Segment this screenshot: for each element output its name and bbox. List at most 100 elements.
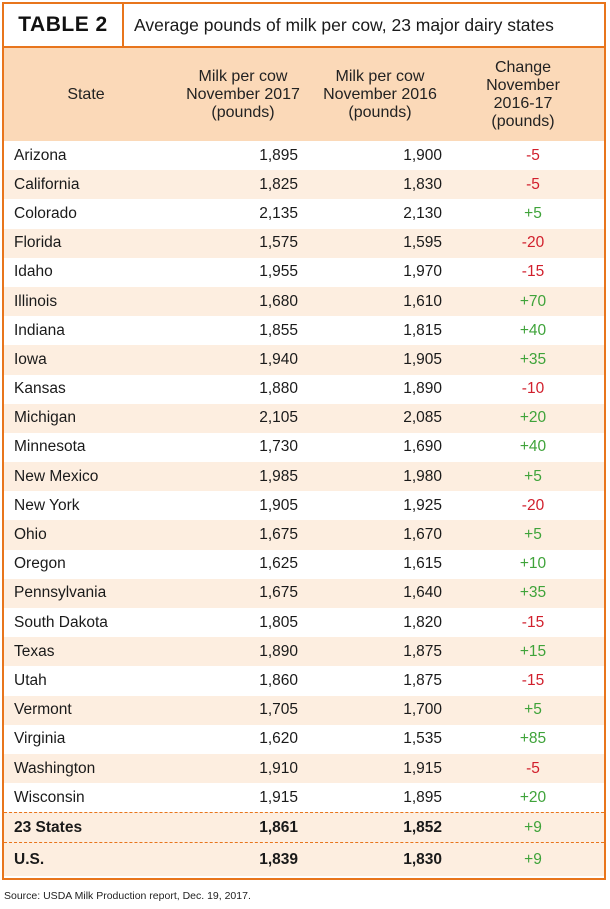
table-label: TABLE 2: [4, 4, 124, 46]
cell-2016: 2,085: [403, 409, 442, 427]
cell-change: -20: [521, 234, 545, 252]
cell-2016: 1,970: [403, 263, 442, 281]
cell-change: +85: [519, 730, 547, 748]
total-2016: 1,852: [403, 818, 442, 836]
cell-2016: 1,700: [403, 701, 442, 719]
total-change: +9: [524, 818, 542, 836]
header-change: Change November 2016-17 (pounds): [486, 58, 560, 130]
cell-state: Vermont: [14, 701, 72, 719]
cell-2017: 1,825: [259, 175, 298, 193]
cell-2016: 1,535: [403, 730, 442, 748]
header-2016: Milk per cow November 2016 (pounds): [323, 67, 437, 121]
table-row: Indiana 1,855 1,815 +40: [4, 316, 604, 345]
cell-2017: 1,730: [259, 438, 298, 456]
cell-state: Ohio: [14, 526, 47, 544]
table-row: Colorado 2,135 2,130 +5: [4, 199, 604, 228]
source-note: Source: USDA Milk Production report, Dec…: [4, 890, 251, 902]
cell-state: Virginia: [14, 730, 66, 748]
table-row: Minnesota 1,730 1,690 +40: [4, 433, 604, 462]
cell-2017: 1,705: [259, 701, 298, 719]
cell-2016: 1,830: [403, 175, 442, 193]
cell-state: New York: [14, 496, 80, 514]
cell-state: South Dakota: [14, 613, 108, 631]
cell-change: -5: [526, 759, 540, 777]
cell-2016: 1,895: [403, 788, 442, 806]
cell-change: -15: [521, 671, 545, 689]
cell-2017: 1,855: [259, 321, 298, 339]
us-row: U.S. 1,839 1,830 +9: [4, 842, 604, 877]
cell-2017: 1,675: [259, 526, 298, 544]
cell-state: Arizona: [14, 146, 67, 164]
cell-2016: 1,915: [403, 759, 442, 777]
cell-2016: 1,905: [403, 350, 442, 368]
cell-change: +5: [524, 204, 542, 222]
cell-state: Wisconsin: [14, 788, 85, 806]
table-header: State Milk per cow November 2017 (pounds) …: [4, 48, 604, 141]
cell-state: Florida: [14, 234, 62, 252]
header-state: State: [67, 85, 105, 103]
cell-2016: 1,820: [403, 613, 442, 631]
cell-state: California: [14, 175, 80, 193]
us-change: +9: [524, 850, 542, 868]
cell-state: Illinois: [14, 292, 58, 310]
cell-2016: 2,130: [403, 204, 442, 222]
us-state: U.S.: [14, 850, 45, 868]
cell-2016: 1,640: [403, 584, 442, 602]
cell-change: +70: [519, 292, 547, 310]
table-row: Utah 1,860 1,875 -15: [4, 666, 604, 695]
cell-2016: 1,980: [403, 467, 442, 485]
cell-2017: 1,910: [259, 759, 298, 777]
cell-2016: 1,875: [403, 671, 442, 689]
cell-change: +5: [524, 467, 542, 485]
cell-state: Iowa: [14, 350, 47, 368]
cell-2016: 1,615: [403, 555, 442, 573]
table-row: Idaho 1,955 1,970 -15: [4, 258, 604, 287]
cell-2016: 1,925: [403, 496, 442, 514]
table-row: Texas 1,890 1,875 +15: [4, 637, 604, 667]
cell-change: -15: [521, 613, 545, 631]
cell-2017: 1,985: [259, 467, 298, 485]
table-row: Vermont 1,705 1,700 +5: [4, 695, 604, 725]
cell-change: +20: [519, 788, 547, 806]
total-row: 23 States 1,861 1,852 +9: [4, 812, 604, 843]
table-row: Iowa 1,940 1,905 +35: [4, 345, 604, 375]
table-row: Arizona 1,895 1,900 -5: [4, 141, 604, 170]
cell-2017: 1,940: [259, 350, 298, 368]
cell-2017: 1,895: [259, 146, 298, 164]
table-row: Pennsylvania 1,675 1,640 +35: [4, 578, 604, 608]
cell-2017: 2,135: [259, 204, 298, 222]
cell-change: +5: [524, 526, 542, 544]
table-body: Arizona 1,895 1,900 -5 California 1,825 1,830 -…: [4, 141, 604, 812]
total-2017: 1,861: [259, 818, 298, 836]
cell-change: +15: [519, 642, 547, 660]
cell-change: -15: [521, 263, 545, 281]
cell-2016: 1,690: [403, 438, 442, 456]
cell-state: Pennsylvania: [14, 584, 107, 602]
cell-2017: 1,860: [259, 671, 298, 689]
cell-change: +10: [519, 555, 547, 573]
cell-2017: 1,625: [259, 555, 298, 573]
table-row: Ohio 1,675 1,670 +5: [4, 520, 604, 550]
cell-change: -20: [521, 496, 545, 514]
table-row: Oregon 1,625 1,615 +10: [4, 550, 604, 579]
cell-2016: 1,610: [403, 292, 442, 310]
cell-change: -10: [521, 380, 545, 398]
cell-2017: 1,620: [259, 730, 298, 748]
table-row: Florida 1,575 1,595 -20: [4, 228, 604, 258]
cell-state: Oregon: [14, 555, 66, 573]
cell-2016: 1,900: [403, 146, 442, 164]
table-row: Illinois 1,680 1,610 +70: [4, 286, 604, 317]
cell-change: +5: [524, 701, 542, 719]
cell-2016: 1,595: [403, 234, 442, 252]
cell-2016: 1,890: [403, 380, 442, 398]
cell-state: Texas: [14, 642, 55, 660]
table-row: New York 1,905 1,925 -20: [4, 491, 604, 520]
table-row: California 1,825 1,830 -5: [4, 170, 604, 200]
cell-state: New Mexico: [14, 467, 99, 485]
cell-change: -5: [526, 175, 540, 193]
cell-2017: 1,880: [259, 380, 298, 398]
cell-2016: 1,670: [403, 526, 442, 544]
cell-state: Minnesota: [14, 438, 86, 456]
cell-state: Washington: [14, 759, 96, 777]
table-row: Kansas 1,880 1,890 -10: [4, 375, 604, 404]
